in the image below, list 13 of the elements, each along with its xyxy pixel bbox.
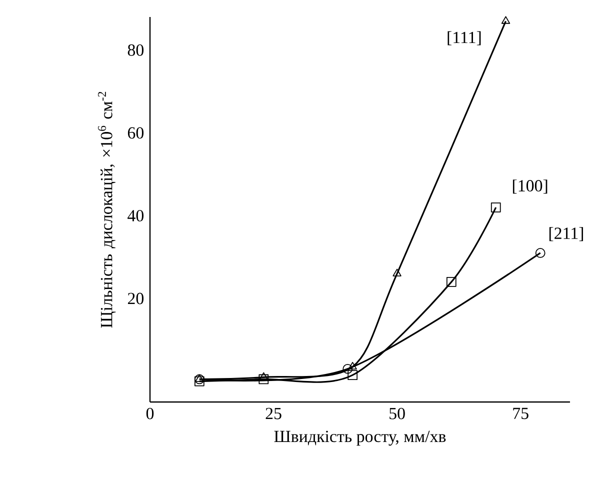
series-label: [111] [448,31,481,46]
x-tick-label: 75 [513,408,528,420]
x-tick-label: 25 [266,408,282,420]
x-tick-label: 50 [390,408,405,420]
y-tick-label: 80 [128,44,144,56]
series-label: [100] [512,180,548,194]
x-tick-label: 0 [146,408,154,420]
y-tick-label: 40 [128,210,144,222]
series-label: [211] [549,227,583,242]
x-axis-title: Швидкість росту, мм/хв [274,430,446,446]
y-axis-title: Щільність дислокацій, ×10$^{6}$ см$^{-2}$ [98,92,116,328]
y-tick-label: 20 [128,292,144,304]
y-tick-label: 60 [128,127,144,139]
